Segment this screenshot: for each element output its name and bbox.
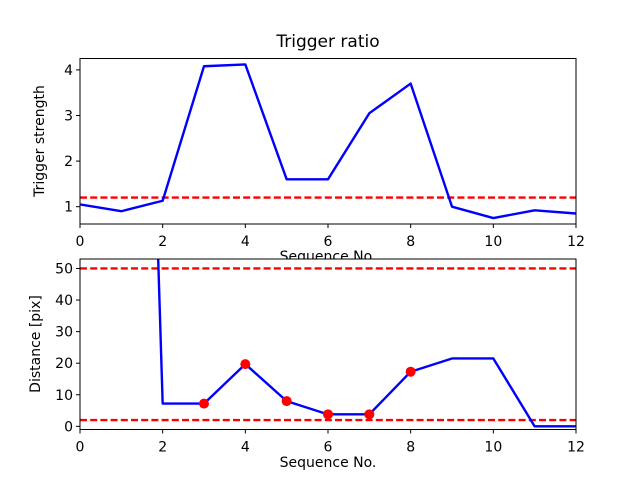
trigger-strength-line bbox=[80, 63, 576, 220]
y-tick-label: 10 bbox=[55, 388, 73, 404]
y-tick-label: 40 bbox=[55, 293, 73, 309]
data-point-marker bbox=[364, 409, 375, 420]
data-point-marker bbox=[323, 409, 333, 420]
x-tick-label: 4 bbox=[241, 440, 250, 456]
y-tick-label: 30 bbox=[55, 325, 73, 341]
x-tick-label: 10 bbox=[484, 234, 502, 250]
y-tick-label: 20 bbox=[55, 356, 73, 372]
y-tick-label: 50 bbox=[55, 261, 73, 277]
x-tick-label: 6 bbox=[324, 234, 333, 250]
data-point-marker bbox=[199, 398, 209, 409]
x-tick-label: 0 bbox=[76, 234, 85, 250]
x-tick-label: 6 bbox=[324, 440, 333, 456]
y-axis-label: Trigger strength bbox=[32, 85, 48, 198]
x-tick-label: 10 bbox=[484, 440, 502, 456]
y-tick-label: 2 bbox=[64, 154, 73, 170]
x-tick-label: 2 bbox=[158, 440, 167, 456]
x-tick-label: 8 bbox=[406, 234, 415, 250]
x-tick-label: 12 bbox=[567, 440, 585, 456]
data-point-marker bbox=[405, 366, 416, 377]
x-tick-label: 2 bbox=[158, 234, 167, 250]
data-point-marker bbox=[240, 359, 251, 370]
y-tick-label: 0 bbox=[64, 419, 73, 435]
y-tick-label: 1 bbox=[64, 200, 73, 216]
y-tick-label: 4 bbox=[64, 63, 73, 79]
x-tick-label: 8 bbox=[406, 440, 415, 456]
y-tick-label: 3 bbox=[64, 108, 73, 124]
x-axis-label: Sequence No. bbox=[280, 455, 377, 471]
y-axis-label: Distance [pix] bbox=[28, 295, 44, 393]
data-point-marker bbox=[281, 396, 292, 407]
x-tick-label: 12 bbox=[567, 234, 585, 250]
chart-title: Trigger ratio bbox=[275, 32, 379, 52]
x-tick-label: 0 bbox=[76, 440, 85, 456]
x-tick-label: 4 bbox=[241, 234, 250, 250]
axes-background bbox=[80, 259, 576, 430]
